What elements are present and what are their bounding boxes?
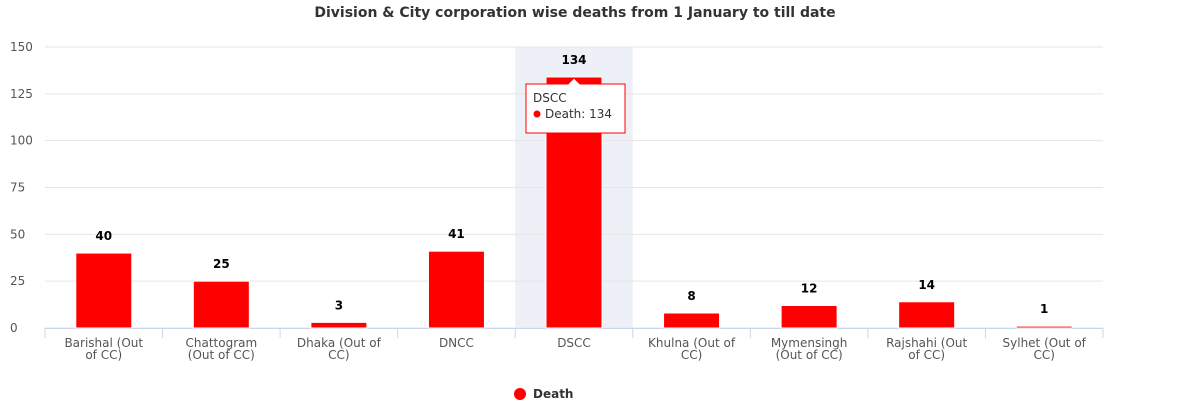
bar (898, 301, 956, 329)
bar (663, 312, 721, 329)
bar (192, 280, 250, 329)
bar (310, 321, 368, 329)
bar (427, 250, 485, 329)
bar (780, 305, 838, 329)
x-tick-label: Sylhet (Out of CC) (1002, 336, 1086, 362)
data-label: 3 (335, 298, 343, 312)
data-label: 25 (213, 257, 230, 271)
x-tick-label: Barishal (Out of CC) (64, 336, 144, 362)
data-label: 40 (95, 229, 112, 243)
data-label: 12 (801, 282, 818, 296)
y-tick-label: 0 (10, 321, 18, 335)
x-tick-label: Dhaka (Out of CC) (296, 336, 381, 362)
x-tick-label: Rajshahi (Out of CC) (886, 336, 968, 362)
data-label: 41 (448, 227, 465, 241)
y-tick-label: 100 (10, 134, 33, 148)
y-tick-label: 125 (10, 87, 33, 101)
tooltip-text: Death: 134 (545, 107, 612, 121)
tooltip-title: DSCC (533, 91, 567, 105)
bar (1015, 325, 1073, 329)
legend-label: Death (533, 387, 573, 401)
legend-marker (514, 388, 526, 400)
tooltip-marker (533, 110, 541, 118)
x-tick-label: Mymensingh (Out of CC) (770, 336, 848, 362)
tooltip-box (525, 77, 626, 134)
y-tick-label: 50 (10, 227, 25, 241)
data-label: 1 (1040, 302, 1048, 316)
x-tick-label: Khulna (Out of CC) (648, 336, 736, 362)
x-tick-label: DNCC (438, 336, 474, 350)
y-tick-label: 25 (10, 274, 25, 288)
data-label: 8 (687, 289, 695, 303)
y-tick-label: 75 (10, 181, 25, 195)
chart-title: Division & City corporation wise deaths … (314, 5, 835, 21)
bar (75, 252, 133, 329)
y-tick-label: 150 (10, 40, 33, 54)
tooltip: DSCC Death: 134 (525, 77, 626, 134)
x-tick-label: Chattogram (Out of CC) (185, 336, 258, 362)
data-label: 14 (918, 278, 935, 292)
x-tick-label: DSCC (557, 336, 591, 350)
data-label: 134 (561, 53, 586, 67)
